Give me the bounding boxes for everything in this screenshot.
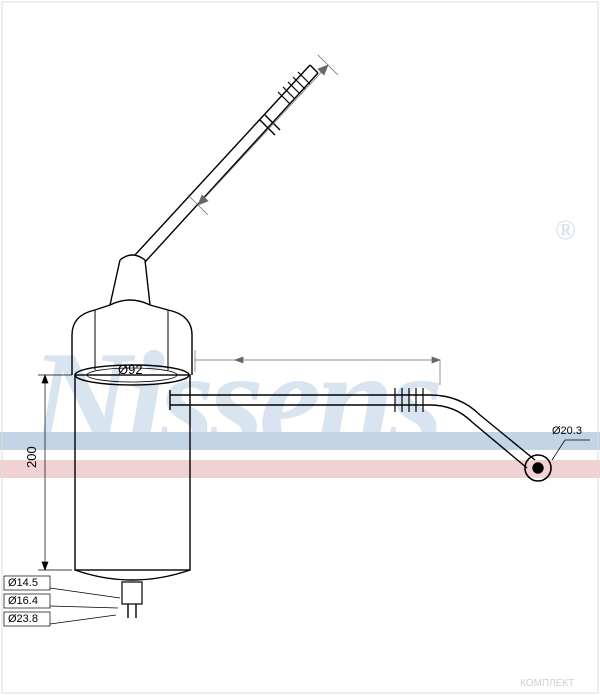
- diagram-canvas: Nissens ®: [0, 0, 600, 695]
- dim-tube-end: Ø20.3: [552, 425, 582, 437]
- technical-drawing: [0, 0, 600, 695]
- dim-body-height: 200: [24, 446, 39, 468]
- dim-body-diameter: Ø92: [118, 362, 143, 377]
- footer-brand: КОМПЛЕКТ: [520, 678, 574, 689]
- dim-bottom-1: Ø14.5: [8, 577, 38, 589]
- dim-bottom-2: Ø16.4: [8, 595, 38, 607]
- dim-bottom-3: Ø23.8: [8, 613, 38, 625]
